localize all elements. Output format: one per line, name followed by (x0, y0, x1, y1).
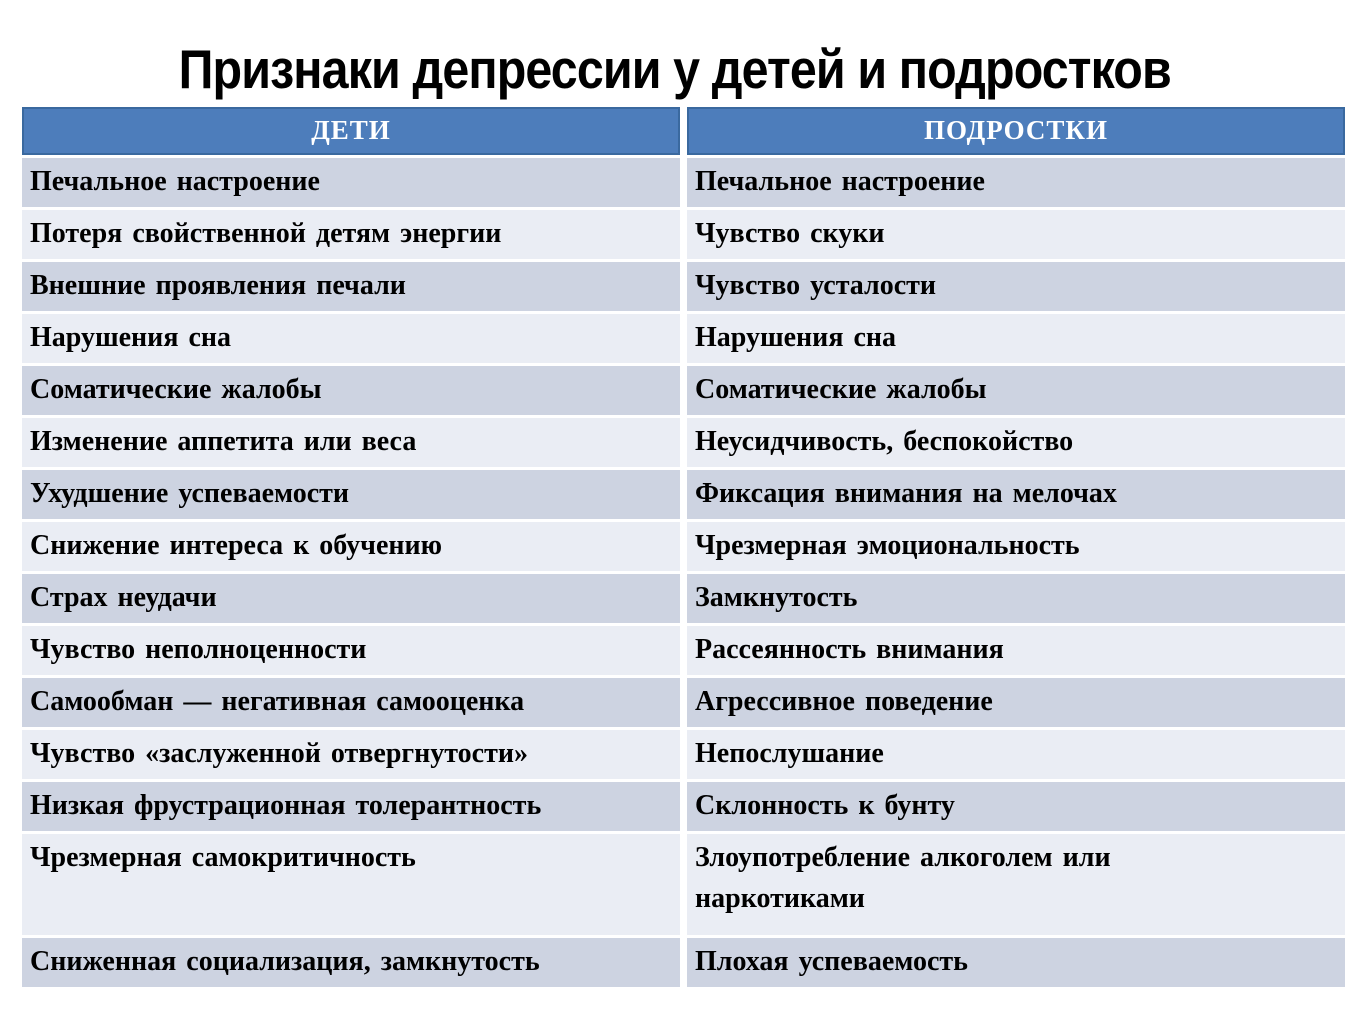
cell-children: Чувство «заслуженной отвергнутости» (22, 730, 680, 779)
table-row: Чрезмерная самокритичность Злоупотреблени… (22, 834, 1345, 935)
cell-children: Низкая фрустрационная толерантность (22, 782, 680, 831)
table-row: Соматические жалобы Соматические жалобы (22, 366, 1345, 415)
table-row: Печальное настроение Печальное настроение (22, 158, 1345, 207)
table-row: Сниженная социализация, замкнутость Плоха… (22, 938, 1345, 987)
table-row: Страх неудачи Замкнутость (22, 574, 1345, 623)
cell-adolescents: Неусидчивость, беспокойство (687, 418, 1345, 467)
cell-children: Потеря свойственной детям энергии (22, 210, 680, 259)
column-header-children: ДЕТИ (22, 107, 680, 155)
table-row: Потеря свойственной детям энергии Чувство… (22, 210, 1345, 259)
cell-children: Снижение интереса к обучению (22, 522, 680, 571)
table-row: Низкая фрустрационная толерантность Склон… (22, 782, 1345, 831)
cell-adolescents: Печальное настроение (687, 158, 1345, 207)
cell-adolescents: Плохая успеваемость (687, 938, 1345, 987)
cell-children: Изменение аппетита или веса (22, 418, 680, 467)
table-row: Нарушения сна Нарушения сна (22, 314, 1345, 363)
cell-adolescents: Соматические жалобы (687, 366, 1345, 415)
cell-adolescents: Фиксация внимания на мелочах (687, 470, 1345, 519)
cell-children: Сниженная социализация, замкнутость (22, 938, 680, 987)
table-row: Самообман — негативная самооценка Агресси… (22, 678, 1345, 727)
table-body: Печальное настроение Печальное настроение… (22, 158, 1345, 987)
table-row: Снижение интереса к обучению Чрезмерная э… (22, 522, 1345, 571)
page-title: Признаки депрессии у детей и подростков (0, 42, 1350, 97)
table-row: Изменение аппетита или веса Неусидчивость… (22, 418, 1345, 467)
page-title-text: Признаки депрессии у детей и подростков (178, 38, 1172, 100)
table-row: Чувство «заслуженной отвергнутости» Непос… (22, 730, 1345, 779)
cell-children: Ухудшение успеваемости (22, 470, 680, 519)
cell-adolescents: Чрезмерная эмоциональность (687, 522, 1345, 571)
cell-adolescents: Замкнутость (687, 574, 1345, 623)
cell-adolescents: Чувство усталости (687, 262, 1345, 311)
table-row: Внешние проявления печали Чувство усталос… (22, 262, 1345, 311)
cell-children: Соматические жалобы (22, 366, 680, 415)
cell-adolescents: Нарушения сна (687, 314, 1345, 363)
cell-children: Чувство неполноценности (22, 626, 680, 675)
cell-adolescents: Рассеянность внимания (687, 626, 1345, 675)
depression-signs-table: ДЕТИ ПОДРОСТКИ Печальное настроение Печал… (22, 107, 1345, 990)
cell-children: Нарушения сна (22, 314, 680, 363)
table-row: Чувство неполноценности Рассеянность вним… (22, 626, 1345, 675)
column-header-adolescents: ПОДРОСТКИ (687, 107, 1345, 155)
cell-children: Внешние проявления печали (22, 262, 680, 311)
cell-adolescents: Агрессивное поведение (687, 678, 1345, 727)
cell-adolescents: Склонность к бунту (687, 782, 1345, 831)
cell-adolescents: Непослушание (687, 730, 1345, 779)
table-header-row: ДЕТИ ПОДРОСТКИ (22, 107, 1345, 155)
cell-children: Печальное настроение (22, 158, 680, 207)
table-row: Ухудшение успеваемости Фиксация внимания … (22, 470, 1345, 519)
cell-children: Самообман — негативная самооценка (22, 678, 680, 727)
cell-adolescents: Чувство скуки (687, 210, 1345, 259)
cell-children: Страх неудачи (22, 574, 680, 623)
cell-children: Чрезмерная самокритичность (22, 834, 680, 935)
cell-adolescents: Злоупотребление алкоголем или наркотикам… (687, 834, 1345, 935)
